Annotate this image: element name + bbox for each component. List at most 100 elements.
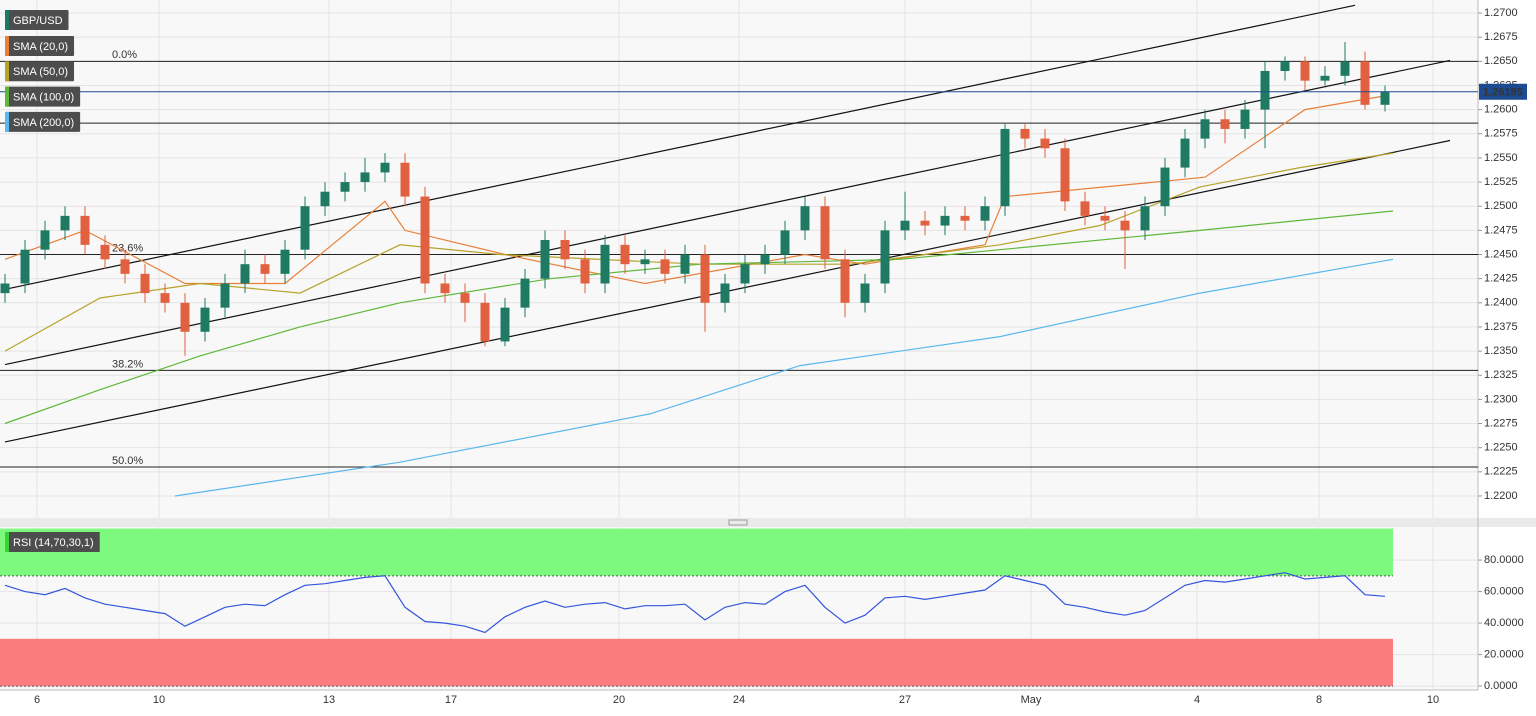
legend-swatch (5, 36, 9, 56)
candle-body (480, 302, 490, 342)
candle-body (960, 215, 970, 221)
candle-body (1300, 61, 1310, 81)
candle-body (940, 215, 950, 226)
candle-body (0, 283, 10, 294)
legend-entry: SMA (50,0) (5, 61, 75, 82)
y-tick-label: 1.2600 (1484, 104, 1518, 116)
legend-entry: GBP/USD (5, 10, 69, 30)
candle-body (140, 273, 150, 294)
legend-label: SMA (20,0) (13, 41, 68, 53)
candle-body (280, 249, 290, 274)
rsi-line (4, 572, 1386, 634)
last-price-label: 1.26185 (1483, 87, 1523, 99)
resize-handle[interactable] (728, 519, 748, 526)
y-tick-label: 1.2650 (1484, 55, 1518, 67)
sma-line (174, 258, 1394, 497)
legend-label: RSI (14,70,30,1) (13, 537, 94, 549)
y-tick-label: 1.2325 (1484, 369, 1518, 381)
legend-label: SMA (50,0) (13, 66, 68, 78)
candle-body (1080, 201, 1090, 216)
candle-body (620, 244, 630, 265)
x-tick-label: 27 (899, 694, 911, 706)
candle-body (660, 259, 670, 274)
candle-body (540, 240, 550, 279)
candle-body (420, 196, 430, 284)
sma-line (4, 210, 1394, 425)
candle-body (840, 259, 850, 303)
rsi-zone (0, 528, 1393, 576)
x-tick-label: 8 (1316, 694, 1322, 706)
candle-body (260, 264, 270, 274)
y-tick-label: 1.2350 (1484, 345, 1518, 357)
candle-body (1240, 109, 1250, 129)
candle-body (980, 206, 990, 221)
candle-body (1260, 70, 1270, 110)
legend-box (5, 61, 75, 82)
candle-body (300, 206, 310, 250)
candle-body (180, 302, 190, 332)
y-tick-label: 1.2400 (1484, 297, 1518, 309)
legend-swatch (5, 86, 9, 107)
y-tick-label: 1.2450 (1484, 248, 1518, 260)
candle-body (360, 172, 370, 183)
legend-swatch (5, 532, 9, 552)
candle-body (340, 182, 350, 192)
x-tick-label: 17 (445, 694, 457, 706)
legend-box (5, 36, 75, 56)
fib-label: 50.0% (112, 455, 143, 467)
candle-body (40, 230, 50, 250)
candle-body (920, 220, 930, 226)
candle-body (100, 244, 110, 260)
candle-body (1120, 220, 1130, 231)
candle-body (1160, 167, 1170, 207)
candle-body (1060, 148, 1070, 202)
candle-body (640, 259, 650, 265)
candle-body (680, 254, 690, 274)
candle-body (820, 206, 830, 260)
candle-body (1100, 215, 1110, 221)
candle-body (120, 259, 130, 274)
candle-body (720, 283, 730, 303)
candle-body (560, 240, 570, 260)
legend-entry: SMA (100,0) (5, 86, 81, 107)
candle-body (1200, 119, 1210, 139)
y-tick-label: 60.0000 (1484, 585, 1524, 597)
y-tick-label: 1.2300 (1484, 393, 1518, 405)
candle-body (1180, 138, 1190, 168)
legend-box (5, 532, 100, 552)
candle-body (400, 162, 410, 197)
candle-body (60, 215, 70, 231)
y-tick-label: 1.2425 (1484, 273, 1518, 285)
candle-body (20, 249, 30, 284)
y-tick-label: 1.2575 (1484, 128, 1518, 140)
candle-body (700, 254, 710, 303)
x-tick-label: 10 (1427, 694, 1439, 706)
candle-body (80, 215, 90, 245)
legend-box (5, 86, 81, 107)
legend-label: GBP/USD (13, 15, 63, 27)
candle-body (240, 264, 250, 284)
y-tick-label: 1.2375 (1484, 321, 1518, 333)
candle-body (1320, 75, 1330, 81)
y-tick-label: 1.2475 (1484, 224, 1518, 236)
x-tick-label: 4 (1194, 694, 1200, 706)
legend-box (5, 111, 81, 132)
sma-line (4, 94, 1390, 285)
y-tick-label: 20.0000 (1484, 648, 1524, 660)
candle-body (1000, 128, 1010, 207)
fib-label: 38.2% (112, 358, 143, 370)
candle-body (1280, 61, 1290, 71)
candle-body (1340, 61, 1350, 76)
x-tick-label: 10 (153, 694, 165, 706)
y-tick-label: 1.2225 (1484, 466, 1518, 478)
candle-body (1360, 61, 1370, 105)
panel-separator[interactable] (0, 518, 1536, 527)
fib-label: 0.0% (112, 49, 137, 61)
candle-body (780, 230, 790, 255)
y-tick-label: 1.2700 (1484, 7, 1518, 19)
candle-body (440, 283, 450, 294)
y-tick-label: 1.2250 (1484, 442, 1518, 454)
candle-body (1140, 206, 1150, 231)
legend-box (5, 10, 69, 30)
